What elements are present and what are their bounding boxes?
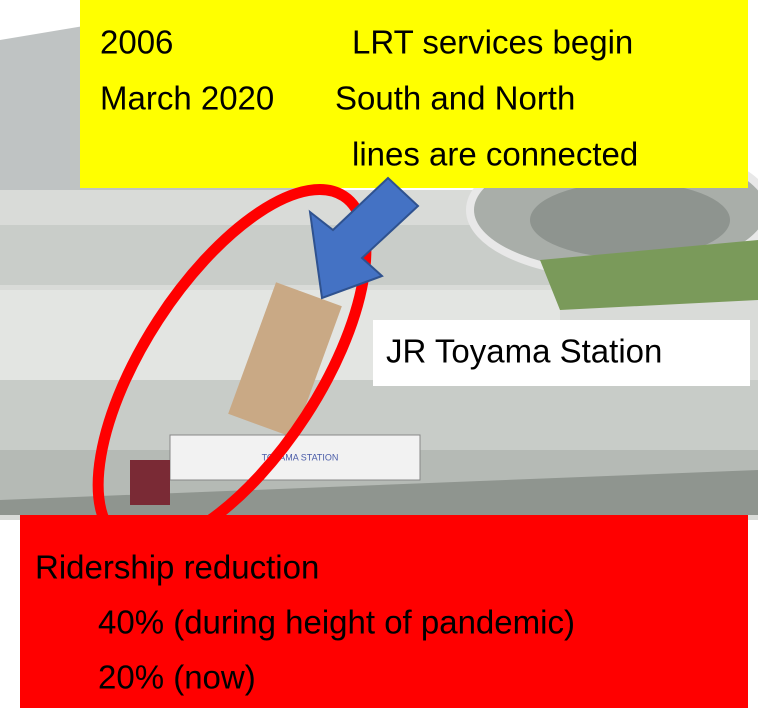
- timeline-date: March 2020: [100, 80, 274, 117]
- page: TOYAMA STATION 2006 LRT services begin M…: [0, 0, 758, 708]
- timeline-date: 2006: [100, 24, 173, 61]
- slide: TOYAMA STATION 2006 LRT services begin M…: [0, 0, 758, 708]
- station-label: JR Toyama Station: [386, 333, 662, 370]
- timeline-event: LRT services begin: [352, 24, 633, 61]
- timeline-event: lines are connected: [352, 136, 638, 173]
- ridership-title: Ridership reduction: [35, 549, 319, 586]
- ridership-line: 20% (now): [98, 659, 256, 696]
- ridership-line: 40% (during height of pandemic): [98, 604, 575, 641]
- timeline-event: South and North: [335, 80, 575, 117]
